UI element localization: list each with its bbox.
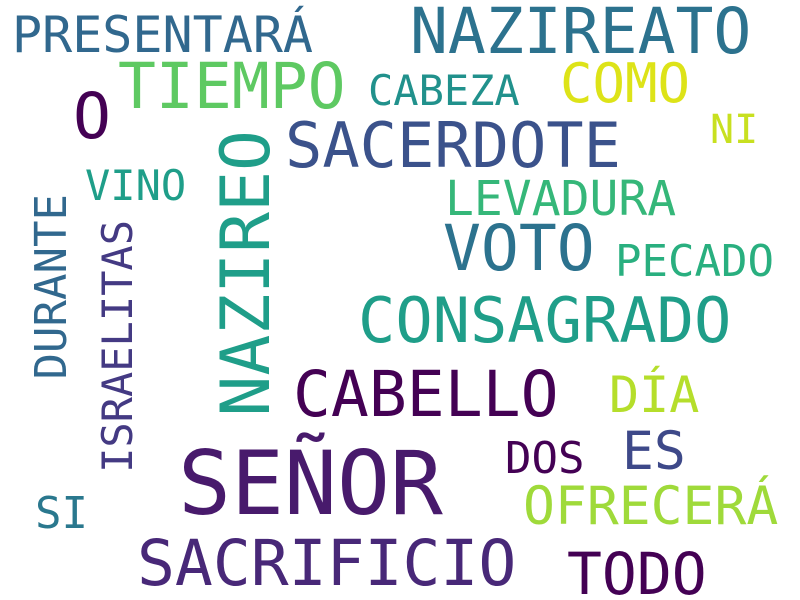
word-dos: DOS bbox=[505, 433, 585, 484]
word-sacerdote: SACERDOTE bbox=[285, 109, 621, 182]
word-levadura: LEVADURA bbox=[445, 171, 677, 227]
word-ofrecera: OFRECERÁ bbox=[523, 476, 779, 537]
word-todo: TODO bbox=[567, 540, 707, 600]
word-cabello: CABELLO bbox=[293, 358, 559, 431]
word-vino: VINO bbox=[85, 161, 187, 210]
word-voto: VOTO bbox=[443, 212, 595, 285]
word-dia: DÍA bbox=[609, 366, 700, 424]
word-cabeza: CABEZA bbox=[368, 66, 520, 115]
word-consagrado: CONSAGRADO bbox=[358, 284, 732, 357]
word-ni: NI bbox=[710, 107, 759, 153]
word-tiempo: TIEMPO bbox=[118, 50, 346, 123]
word-si: SI bbox=[35, 488, 88, 539]
word-sacrificio: SACRIFICIO bbox=[137, 527, 517, 600]
word-nazireo: NAZIREO bbox=[207, 130, 286, 417]
word-senor: SEÑOR bbox=[178, 432, 443, 535]
word-nazireato: NAZIREATO bbox=[410, 0, 752, 68]
word-pecado: PECADO bbox=[615, 236, 774, 287]
word-o: O bbox=[73, 80, 111, 153]
word-como: COMO bbox=[560, 52, 691, 115]
word-israelitas: ISRAELITAS bbox=[93, 220, 142, 473]
word-presentara: PRESENTARÁ bbox=[12, 6, 314, 64]
word-es: ES bbox=[622, 421, 686, 482]
word-durante: DURANTE bbox=[26, 194, 77, 380]
